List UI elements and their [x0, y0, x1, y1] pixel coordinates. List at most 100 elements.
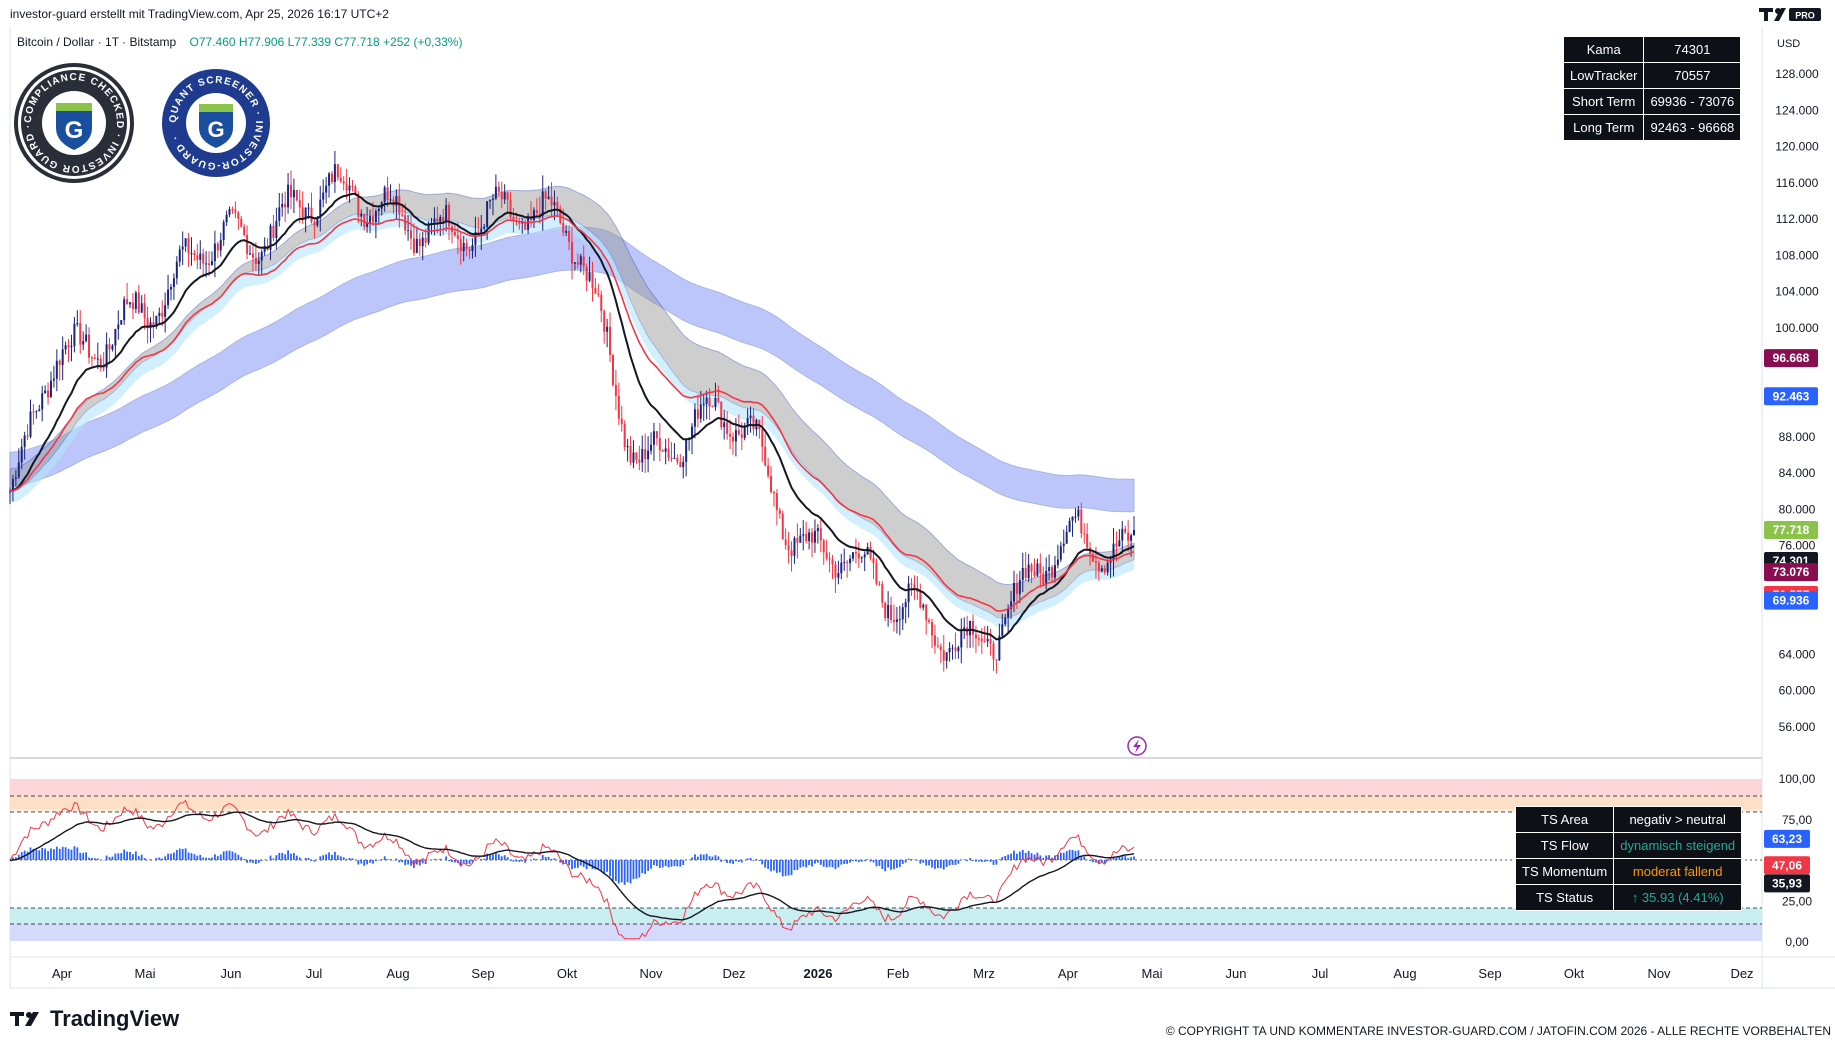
candle-body	[682, 461, 685, 468]
candle	[70, 334, 73, 362]
candle	[1083, 523, 1086, 544]
price-label-bg	[1764, 591, 1818, 610]
candle	[32, 404, 35, 425]
candle	[278, 193, 281, 227]
candle-body	[497, 186, 500, 192]
candle-body	[483, 226, 486, 229]
candle-body	[655, 431, 658, 439]
candle-body	[134, 292, 137, 310]
candle-body	[737, 430, 740, 435]
candle	[922, 603, 925, 611]
ts-table: TS Area negativ > neutral TS Flow dynamisch…	[1514, 806, 1743, 911]
candle-body	[1010, 601, 1013, 609]
levels-value: 69936 - 73076	[1643, 88, 1742, 115]
candle	[418, 233, 421, 256]
levels-row: Short Term 69936 - 73076	[1562, 88, 1742, 115]
candle-body	[986, 639, 989, 642]
candle	[325, 176, 328, 204]
candle-body	[597, 293, 600, 295]
candle	[916, 575, 919, 600]
candle	[907, 575, 910, 618]
osc-tick-label: 100,00	[1779, 772, 1816, 786]
candle	[790, 541, 793, 572]
candle-body	[846, 562, 849, 564]
candle	[196, 243, 199, 270]
candle	[415, 226, 418, 254]
candle	[998, 623, 1001, 661]
candle	[758, 419, 761, 439]
candle-body	[61, 349, 64, 365]
candle	[216, 241, 219, 259]
candle	[483, 224, 486, 231]
candle	[860, 556, 863, 563]
candle-body	[617, 395, 620, 419]
candle-body	[761, 429, 764, 447]
candle-body	[307, 207, 310, 209]
ts-row: TS Status ↑ 35.93 (4.41%)	[1514, 884, 1743, 911]
candle	[1106, 559, 1109, 576]
candle	[772, 490, 775, 507]
currency-label[interactable]: USD	[1777, 38, 1801, 50]
candle-body	[1086, 533, 1089, 548]
candle	[957, 645, 960, 659]
candle	[849, 554, 852, 572]
compliance-badge-letter: G	[65, 117, 84, 144]
candle-body	[9, 491, 11, 493]
candle	[544, 189, 547, 211]
candle-body	[468, 249, 471, 251]
candle	[240, 215, 243, 228]
candle-body	[1039, 563, 1042, 574]
candle	[1103, 564, 1106, 575]
candle-body	[620, 418, 623, 425]
price-tick-label: 104.000	[1775, 285, 1819, 299]
candle-body	[1124, 528, 1127, 533]
candle	[1065, 525, 1068, 544]
candle-body	[1106, 562, 1109, 573]
candle-body	[573, 262, 576, 264]
price-tick-label: 120.000	[1775, 140, 1819, 154]
tradingview-logo[interactable]: TradingView	[10, 1006, 179, 1032]
candle	[904, 598, 907, 624]
candle	[465, 238, 468, 257]
levels-label: Short Term	[1562, 88, 1645, 115]
candle	[781, 510, 784, 540]
candle-body	[538, 212, 541, 216]
candle	[90, 356, 93, 367]
candle-body	[389, 199, 392, 201]
candle-body	[1056, 559, 1059, 566]
candle-body	[456, 235, 459, 239]
lightning-icon[interactable]	[1127, 736, 1147, 756]
candle-body	[852, 552, 854, 559]
candle-body	[366, 222, 369, 227]
candle-body	[898, 619, 901, 621]
candle-body	[840, 562, 843, 574]
candle	[682, 456, 685, 479]
tradingview-pro-logo[interactable]: PRO	[1759, 4, 1823, 24]
candle-body	[1001, 624, 1004, 636]
candle-body	[49, 380, 52, 398]
candle-body	[82, 341, 85, 345]
candle-body	[32, 411, 35, 413]
candle-body	[152, 322, 155, 327]
candle	[392, 196, 395, 214]
candle-body	[623, 424, 626, 448]
candle	[705, 390, 708, 420]
candle	[878, 581, 881, 587]
candle-body	[348, 185, 351, 191]
candle-body	[73, 323, 76, 347]
candle-body	[169, 287, 172, 290]
price-label: 73.076	[1764, 563, 1818, 582]
candle	[161, 300, 164, 327]
candle-body	[131, 302, 134, 310]
candle	[1092, 552, 1095, 563]
price-label: 92.463	[1764, 387, 1818, 406]
candle	[225, 210, 228, 227]
candle-body	[790, 550, 793, 556]
candle-body	[506, 192, 509, 200]
candle	[366, 206, 369, 233]
candle	[85, 324, 88, 343]
candle-body	[641, 448, 644, 463]
candle	[272, 214, 275, 242]
candle	[793, 536, 796, 564]
